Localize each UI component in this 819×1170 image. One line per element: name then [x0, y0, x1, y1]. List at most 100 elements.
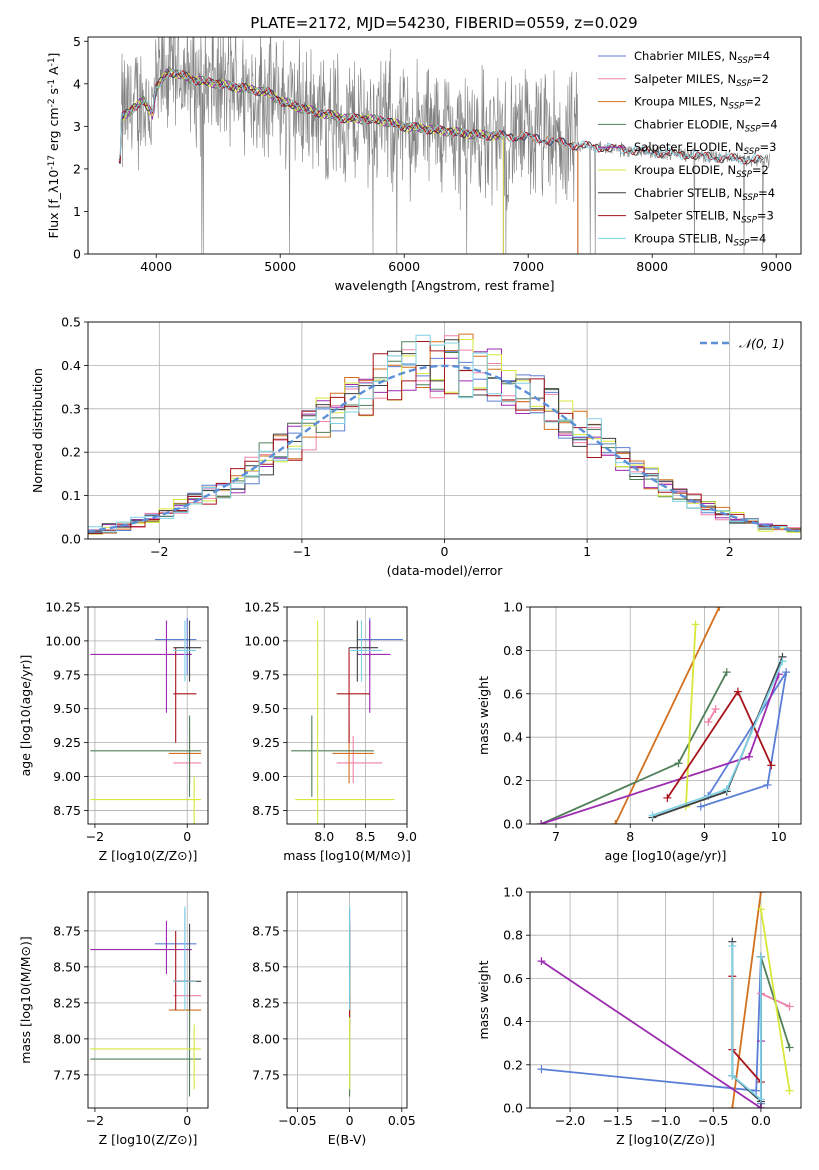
y-axis-label: mass weight	[476, 960, 491, 1039]
plot-area	[537, 607, 791, 824]
weight-line	[731, 892, 762, 1108]
x-tick-label: 0	[346, 1113, 354, 1128]
y-axis-label: mass [log10(M/M⊙)]	[18, 936, 33, 1064]
weight-marker	[752, 1086, 761, 1095]
weight-marker	[745, 752, 754, 761]
weight-marker	[722, 668, 731, 677]
y-tick-label: 0.0	[61, 532, 81, 547]
legend-label: Salpeter STELIB, NSSP=3	[634, 209, 774, 226]
model-spectrum-chabrier-stelib	[118, 69, 765, 165]
x-axis-label: (data-model)/error	[387, 563, 504, 578]
y-tick-label: 8.00	[252, 1031, 280, 1046]
y-tick-label: 0.4	[61, 358, 81, 373]
x-tick-label: 2	[726, 544, 734, 559]
y-tick-label: 0.2	[61, 445, 81, 460]
x-tick-label: −2	[86, 829, 104, 844]
panel-mass-age: 8.0 8.5 9.0 8.75 9.00 9.25 9.50 9.75 10.00 10.25 m…	[244, 600, 417, 864]
x-tick-label: −1.5	[603, 1113, 633, 1128]
x-tick-label: 5000	[264, 259, 296, 274]
panel-ebv-mass: −0.05 0 0.05 7.75 8.00 8.25 8.50 8.75 E(B-V)	[252, 891, 416, 1147]
x-tick-label: 0.0	[751, 1113, 771, 1128]
y-tick-label: 8.75	[53, 923, 81, 938]
x-axis-label: E(B-V)	[328, 1132, 367, 1147]
axes-frame	[286, 606, 408, 825]
panels: 4000 5000 6000 7000 8000 9000012345wavelength…	[18, 34, 802, 1147]
legend-label: Kroupa ELODIE, NSSP=2	[634, 163, 769, 180]
x-tick-label: 0	[183, 829, 191, 844]
legend-label: Kroupa MILES, NSSP=2	[634, 95, 761, 112]
y-tick-label: 0	[73, 247, 81, 262]
weight-marker	[763, 780, 772, 789]
y-tick-label: 0.8	[503, 643, 523, 658]
y-tick-label: 0.6	[503, 686, 523, 701]
y-tick-label: 1.0	[503, 600, 523, 615]
y-tick-label: 0.2	[503, 773, 523, 788]
weight-line	[707, 708, 717, 723]
weight-line	[700, 671, 788, 808]
y-tick-label: 10.25	[45, 600, 81, 615]
panel-age-weight: 7 8 9 10 0.0 0.2 0.4 0.6 0.8 1.0 age [log10(age/yr…	[476, 600, 802, 863]
weight-marker	[722, 785, 731, 794]
weight-marker	[756, 905, 765, 914]
weight-marker	[728, 1071, 737, 1080]
panel-z-weight: −2.0 −1.5 −1.0 −0.5 0.0 0.0 0.2 0.4 0.6 0.8 1.0 Z […	[476, 885, 802, 1147]
y-tick-label: 8.50	[53, 959, 81, 974]
weight-marker	[711, 704, 720, 713]
y-tick-label: 1.0	[503, 885, 523, 900]
weight-line	[540, 673, 780, 824]
figure-title: PLATE=2172, MJD=54230, FIBERID=0559, z=0…	[250, 14, 637, 32]
y-axis-label: Normed distribution	[30, 368, 45, 493]
hist-salpeter-stelib	[88, 341, 801, 535]
axes-frame	[87, 36, 802, 255]
panel-z-mass: −2 0 7.75 8.00 8.25 8.50 8.75 Z [log10(Z/Z⊙)] ma…	[18, 891, 209, 1147]
plot-area	[537, 892, 794, 1108]
y-tick-label: 0.1	[61, 488, 81, 503]
weight-line	[760, 956, 791, 1108]
x-tick-label: −2.0	[555, 1113, 585, 1128]
weight-marker	[778, 657, 787, 666]
weight-marker	[785, 1043, 794, 1052]
y-tick-label: 0.3	[61, 401, 81, 416]
y-tick-label: 0.8	[503, 928, 523, 943]
legend-label: Chabrier ELODIE, NSSP=4	[634, 117, 778, 134]
weight-marker	[756, 892, 765, 896]
y-tick-label: 10.25	[244, 600, 280, 615]
weight-line	[760, 909, 791, 1091]
y-tick-label: 10.00	[244, 633, 280, 648]
plot-area	[90, 906, 202, 1097]
legend-label: Kroupa STELIB, NSSP=4	[634, 231, 766, 248]
y-tick-label: 7.75	[252, 1067, 280, 1082]
panel-z-age: −2 0 8.75 9.00 9.25 9.50 9.75 10.00 10.25 Z [log1…	[18, 600, 209, 863]
weight-marker	[704, 718, 713, 727]
weight-marker	[733, 687, 742, 696]
x-tick-label: −1.0	[650, 1113, 680, 1128]
reference-legend-label: 𝒩(0, 1)	[739, 336, 785, 351]
hist-kroupa-stelib	[88, 334, 801, 533]
x-tick-label: 10	[771, 829, 787, 844]
weight-line	[666, 689, 773, 799]
weight-marker	[756, 952, 765, 961]
y-tick-label: 9.50	[53, 701, 81, 716]
weight-marker	[767, 761, 776, 770]
y-tick-label: 8.25	[53, 995, 81, 1010]
weight-marker	[756, 1095, 765, 1104]
model-spectrum-kroupa-stelib	[118, 69, 765, 165]
x-tick-label: 8.0	[314, 829, 334, 844]
y-axis-label: Flux [f_λ10-17 erg cm-2 s-1 A-1]	[46, 53, 61, 239]
x-tick-label: −2	[86, 1113, 104, 1128]
axes-frame	[87, 891, 209, 1109]
x-tick-label: 8000	[636, 259, 668, 274]
weight-line	[540, 960, 762, 1108]
weight-marker	[715, 607, 724, 611]
y-tick-label: 8.75	[252, 803, 280, 818]
x-axis-label: Z [log10(Z/Z⊙)]	[99, 848, 198, 863]
x-tick-label: 8.5	[356, 829, 376, 844]
y-tick-label: 0.5	[61, 315, 81, 330]
y-tick-label: 0.0	[503, 817, 523, 832]
axes-frame	[87, 606, 209, 825]
y-tick-label: 4	[73, 76, 81, 91]
y-tick-label: 1	[73, 204, 81, 219]
x-axis-label: age [log10(age/yr)]	[605, 848, 727, 863]
y-tick-label: 10.00	[45, 633, 81, 648]
